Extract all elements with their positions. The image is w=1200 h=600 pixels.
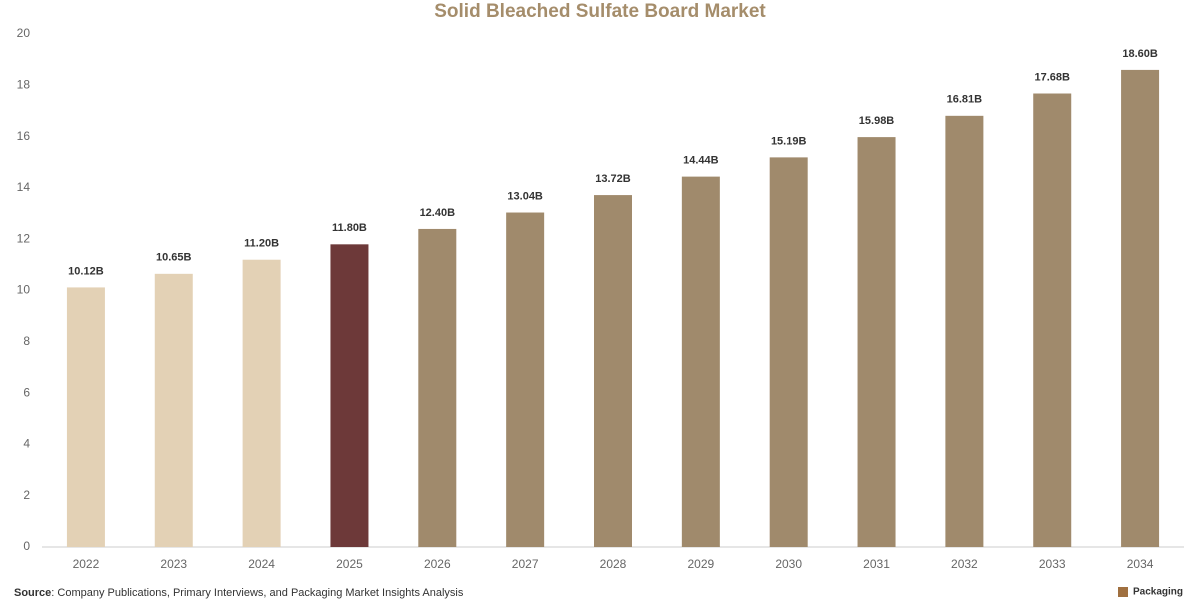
value-label: 13.04B bbox=[507, 190, 543, 202]
y-tick-label: 2 bbox=[23, 488, 30, 502]
x-tick-label: 2033 bbox=[1039, 557, 1066, 571]
x-tick-label: 2032 bbox=[951, 557, 978, 571]
value-label: 10.65B bbox=[156, 252, 192, 264]
x-tick-label: 2029 bbox=[687, 557, 714, 571]
logo-text: Packaging bbox=[1133, 587, 1183, 598]
y-tick-label: 0 bbox=[23, 539, 30, 553]
y-tick-label: 6 bbox=[23, 385, 30, 399]
value-label: 16.81B bbox=[947, 94, 983, 106]
y-tick-label: 8 bbox=[23, 334, 30, 348]
value-label: 11.20B bbox=[244, 238, 279, 250]
x-tick-label: 2026 bbox=[424, 557, 451, 571]
y-tick-label: 20 bbox=[17, 26, 31, 40]
x-tick-label: 2028 bbox=[600, 557, 627, 571]
bar bbox=[769, 157, 808, 547]
bar bbox=[418, 228, 457, 547]
bar bbox=[242, 259, 281, 547]
y-tick-label: 12 bbox=[17, 231, 31, 245]
value-label: 15.98B bbox=[859, 115, 895, 127]
y-tick-label: 16 bbox=[17, 129, 31, 143]
bar bbox=[66, 287, 105, 547]
logo-icon bbox=[1118, 587, 1128, 597]
y-tick-label: 4 bbox=[23, 437, 30, 451]
bar bbox=[1033, 93, 1072, 548]
value-label: 14.44B bbox=[683, 155, 719, 167]
source-text: : Company Publications, Primary Intervie… bbox=[51, 587, 464, 599]
bar bbox=[945, 115, 984, 548]
x-tick-label: 2027 bbox=[512, 557, 539, 571]
x-tick-label: 2023 bbox=[160, 557, 187, 571]
bar bbox=[857, 137, 896, 547]
value-label: 11.80B bbox=[332, 222, 367, 234]
chart-title: Solid Bleached Sulfate Board Market bbox=[434, 1, 766, 22]
value-label: 18.60B bbox=[1122, 48, 1158, 60]
x-tick-label: 2024 bbox=[248, 557, 275, 571]
value-label: 17.68B bbox=[1034, 71, 1070, 83]
value-label: 15.19B bbox=[771, 135, 807, 147]
y-tick-label: 14 bbox=[17, 180, 31, 194]
bar bbox=[594, 195, 632, 547]
bar bbox=[681, 176, 720, 547]
source: Source: Company Publications, Primary In… bbox=[14, 587, 464, 599]
bar bbox=[154, 273, 193, 547]
x-tick-label: 2025 bbox=[336, 557, 363, 571]
bar bbox=[1121, 69, 1160, 547]
value-label: 13.72B bbox=[595, 173, 631, 185]
source-label: Source bbox=[14, 587, 51, 599]
y-tick-label: 18 bbox=[17, 77, 31, 91]
value-label: 12.40B bbox=[420, 207, 456, 219]
bar bbox=[330, 244, 369, 547]
bar bbox=[506, 212, 545, 548]
x-tick-label: 2034 bbox=[1127, 557, 1154, 571]
y-tick-label: 10 bbox=[17, 283, 31, 297]
x-tick-label: 2030 bbox=[775, 557, 802, 571]
value-label: 10.12B bbox=[68, 265, 104, 277]
x-tick-label: 2031 bbox=[863, 557, 890, 571]
x-tick-label: 2022 bbox=[73, 557, 100, 571]
